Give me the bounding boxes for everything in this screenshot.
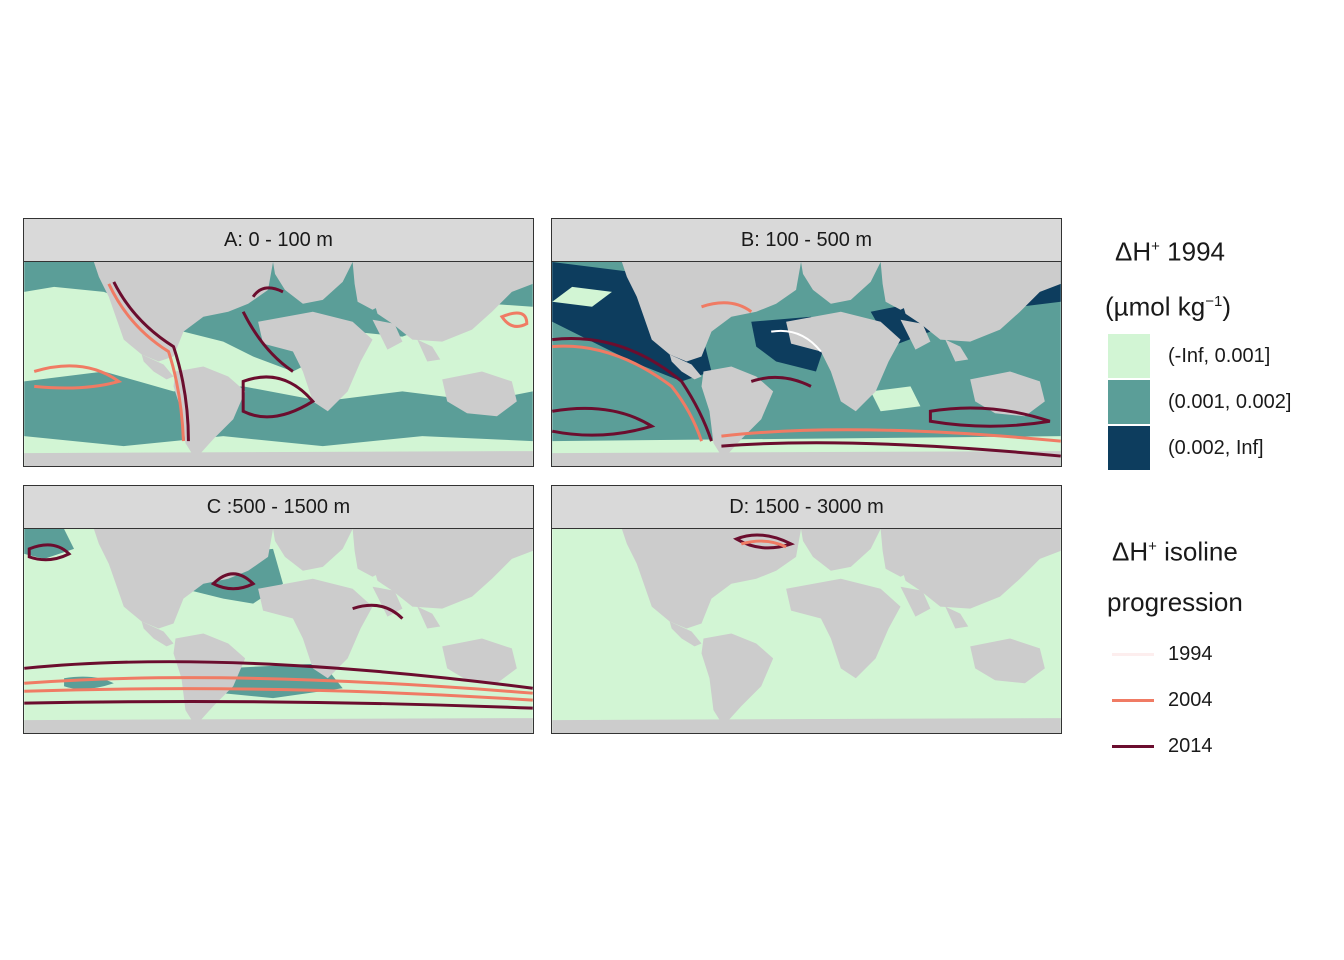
fill-legend: ΔH+ 1994 (µmol kg−1) [1100, 222, 1231, 331]
panel-a-title: A: 0 - 100 m [23, 218, 534, 262]
fill-legend-item: (-Inf, 0.001] [1108, 334, 1270, 378]
line-legend-item: 1994 [1112, 632, 1213, 676]
fill-swatch-low [1108, 334, 1150, 378]
panel-b-map [551, 262, 1062, 467]
fill-legend-item: (0.002, Inf] [1108, 426, 1264, 470]
fill-swatch-high [1108, 426, 1150, 470]
panel-a-map [23, 262, 534, 467]
line-legend-item: 2004 [1112, 678, 1213, 722]
panel-c-title: C :500 - 1500 m [23, 485, 534, 529]
panel-b-title: B: 100 - 500 m [551, 218, 1062, 262]
fill-legend-title-line2: (µmol kg−1) [1105, 291, 1231, 322]
line-legend: ΔH+ isoline progression [1100, 522, 1243, 627]
panel-a: A: 0 - 100 m [23, 218, 534, 467]
panel-d-title: D: 1500 - 3000 m [551, 485, 1062, 529]
fill-legend-title-line1: ΔH+ 1994 [1115, 236, 1225, 267]
panel-b: B: 100 - 500 m [551, 218, 1062, 467]
panel-d-map [551, 529, 1062, 734]
line-key-2004 [1112, 698, 1154, 702]
line-legend-title-line2: progression [1107, 586, 1243, 617]
fill-legend-item: (0.001, 0.002] [1108, 380, 1291, 424]
line-key-1994 [1112, 652, 1154, 656]
panel-d: D: 1500 - 3000 m [551, 485, 1062, 734]
panel-c-map [23, 529, 534, 734]
line-legend-item: 2014 [1112, 724, 1213, 768]
line-legend-title-line1: ΔH+ isoline [1112, 536, 1238, 567]
fill-swatch-mid [1108, 380, 1150, 424]
line-key-2014 [1112, 744, 1154, 748]
panel-c: C :500 - 1500 m [23, 485, 534, 734]
